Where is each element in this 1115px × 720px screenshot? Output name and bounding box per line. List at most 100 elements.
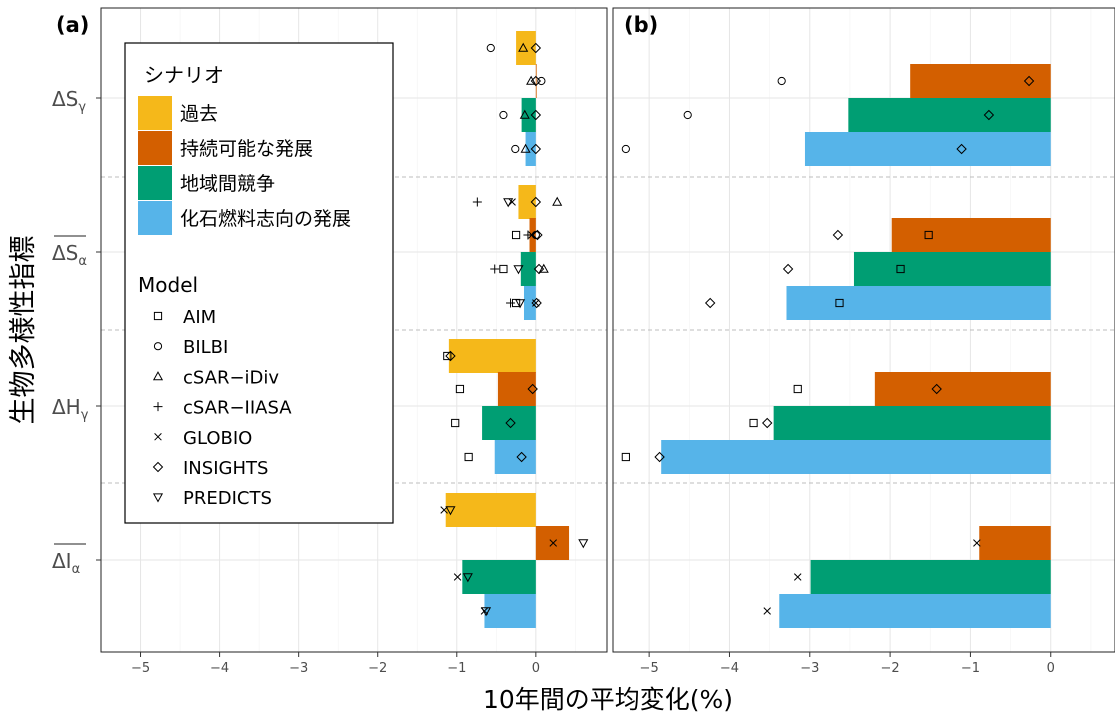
bar-fossil-fueled	[779, 594, 1051, 628]
x-tick-label: 0	[532, 661, 540, 676]
legend-marker-aim	[153, 311, 163, 321]
point-insights	[531, 297, 542, 309]
point-insights	[782, 263, 794, 275]
point-aim	[451, 418, 460, 428]
point-insights	[530, 109, 542, 121]
point-insights	[983, 109, 995, 121]
point-globio	[453, 573, 462, 581]
panel-label: (a)	[56, 13, 89, 37]
y-axis-title: 生物多様性指標	[8, 236, 39, 425]
point-insights	[704, 297, 716, 309]
bar-sustainable	[910, 64, 1051, 98]
point-aim	[499, 264, 508, 274]
point-predicts	[503, 198, 514, 208]
legend-marker-predicts	[152, 493, 164, 503]
legend-marker-csariiasa	[153, 402, 163, 412]
legend-scenario-label: 地域間競争	[180, 173, 275, 195]
point-globio	[508, 198, 516, 206]
point-csariiasa	[472, 197, 482, 207]
point-globio	[763, 607, 771, 615]
point-insights	[527, 383, 538, 395]
legend-model-label: cSAR−IIASA	[183, 398, 292, 419]
point-bilbi	[486, 43, 495, 53]
point-aim	[749, 418, 758, 428]
legend-swatch	[138, 166, 172, 200]
legend-model-label: INSIGHTS	[183, 458, 268, 479]
bar-sustainable	[891, 218, 1051, 252]
legend-scenario-title: シナリオ	[144, 63, 224, 87]
point-insights	[1023, 75, 1035, 87]
x-tick-label: −2	[368, 661, 387, 676]
point-aim	[621, 452, 630, 462]
point-bilbi	[621, 144, 630, 154]
legend-swatch	[138, 96, 172, 130]
point-predicts	[445, 506, 456, 516]
y-tick-label: ΔIα	[52, 549, 80, 577]
legend-model-label: cSAR−iDiv	[183, 367, 279, 388]
bar-fossil-fueled	[494, 440, 536, 474]
bar-regional-rivalry	[810, 560, 1051, 594]
bar-regional-rivalry	[521, 98, 536, 132]
legend-scenario-label: 持続可能な発展	[180, 138, 313, 160]
x-tick-label: −2	[881, 661, 900, 676]
legend-model-label: PREDICTS	[183, 488, 272, 509]
point-predicts	[514, 299, 526, 309]
legend-marker-csaridiv	[152, 371, 164, 381]
bar-sustainable	[497, 372, 536, 406]
bar-sustainable	[979, 526, 1051, 560]
point-csaridiv	[520, 143, 531, 153]
bar-sustainable	[874, 372, 1051, 406]
bar-regional-rivalry	[853, 252, 1051, 286]
x-tick-label: −4	[720, 661, 739, 676]
point-aim	[511, 230, 521, 240]
point-predicts	[480, 607, 492, 617]
legend-swatch	[138, 201, 172, 235]
point-insights	[445, 350, 456, 362]
point-csariiasa	[490, 264, 500, 274]
point-bilbi	[777, 76, 786, 86]
legend-scenario-label: 化石燃料志向の発展	[180, 208, 351, 230]
y-tick-labels: ΔSγ ΔSα ΔHγ ΔIα	[52, 87, 101, 577]
point-insights	[516, 451, 527, 463]
point-insights	[530, 75, 542, 87]
point-csariiasa	[506, 298, 516, 308]
point-aim	[793, 384, 802, 394]
x-tick-label: −3	[800, 661, 819, 676]
point-csaridiv	[518, 42, 529, 52]
point-aim	[443, 351, 452, 361]
legend-model-label: AIM	[183, 307, 216, 328]
panel-border	[100, 7, 608, 653]
point-globio	[973, 539, 981, 547]
point-bilbi	[499, 110, 508, 120]
x-axis-title: 10年間の平均変化(%)	[483, 685, 733, 714]
legend-marker-globio	[154, 433, 162, 441]
bar-regional-rivalry	[773, 406, 1051, 440]
y-tick-label: ΔSα	[52, 241, 87, 269]
bar-past	[518, 185, 536, 219]
point-csaridiv	[552, 196, 563, 206]
panel-b: −5 −4 −3 −2 −1 0 (b)	[612, 7, 1115, 676]
point-insights	[505, 417, 516, 429]
legend-marker-insights	[152, 461, 164, 473]
y-tick-label: ΔSγ	[52, 87, 86, 115]
point-insights	[832, 229, 844, 241]
point-aim	[896, 264, 905, 274]
x-tick-label: −5	[131, 661, 150, 676]
point-insights	[530, 143, 542, 155]
legend-model-label: GLOBIO	[183, 428, 252, 449]
x-tick-label: −5	[640, 661, 659, 676]
bar-fossil-fueled	[804, 132, 1051, 166]
x-tick-label: −1	[447, 661, 466, 676]
bar-regional-rivalry	[462, 560, 536, 594]
point-insights	[530, 196, 542, 208]
bar-regional-rivalry	[520, 252, 536, 286]
panel-label: (b)	[624, 13, 658, 37]
point-bilbi	[537, 76, 546, 86]
point-bilbi	[511, 144, 520, 154]
y-tick-label: ΔHγ	[52, 395, 89, 423]
point-insights	[931, 383, 942, 395]
point-bilbi	[683, 110, 692, 120]
point-aim	[464, 452, 473, 462]
